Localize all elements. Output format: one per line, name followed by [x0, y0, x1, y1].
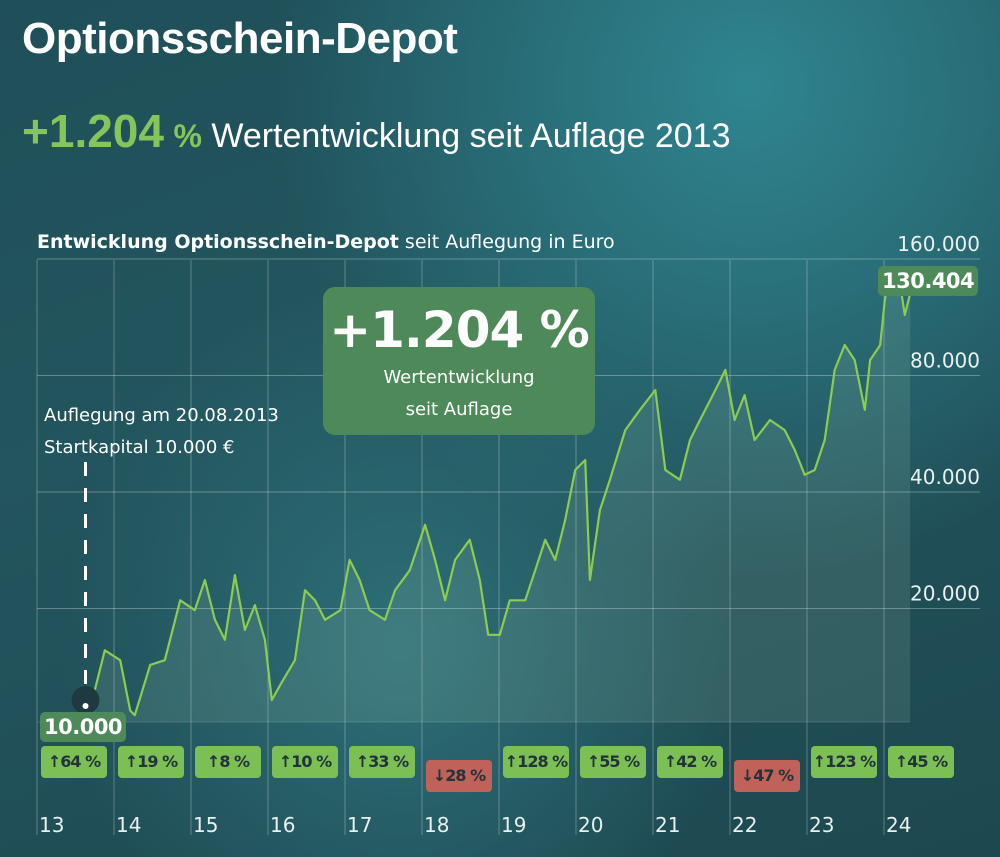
annual-return-badge: ↑19 %	[118, 746, 184, 778]
chart-title-rest: seit Auflegung in Euro	[398, 231, 615, 253]
chart-title-bold: Entwicklung Optionsschein-Depot	[37, 231, 399, 253]
annual-return-badge: ↑64 %	[41, 746, 107, 778]
y-tick-label: 40.000	[910, 465, 980, 489]
annual-return-badge: ↑55 %	[580, 746, 646, 778]
start-marker	[82, 703, 89, 709]
launch-annotation: Auflegung am 20.08.2013 Startkapital 10.…	[44, 400, 279, 464]
highlight-label-2: seit Auflage	[405, 399, 513, 420]
x-tick-label: 22	[732, 813, 757, 837]
page-title: Optionsschein-Depot	[22, 14, 458, 63]
series-line	[84, 268, 912, 726]
x-tick-label: 15	[193, 813, 218, 837]
x-tick-label: 17	[347, 813, 372, 837]
x-tick-label: 23	[809, 813, 834, 837]
y-tick-label: 160.000	[897, 232, 980, 256]
annual-return-badge: ↑123 %	[811, 746, 877, 778]
area-fill	[85, 270, 911, 725]
x-tick-label: 16	[270, 813, 295, 837]
end-value-label: 130.404	[878, 266, 979, 296]
highlight-box: +1.204 % Wertentwicklung seit Auflage	[323, 287, 595, 435]
x-tick-label: 18	[424, 813, 449, 837]
annual-return-badge: ↑8 %	[195, 746, 261, 778]
performance-headline: +1.204 % Wertentwicklung seit Auflage 20…	[22, 104, 730, 158]
annual-return-badge: ↓28 %	[426, 760, 492, 792]
annual-return-badge: ↑42 %	[657, 746, 723, 778]
chart-title: Entwicklung Optionsschein-Depot seit Auf…	[37, 231, 615, 253]
x-tick-label: 24	[886, 813, 911, 837]
highlight-label-1: Wertentwicklung	[383, 367, 535, 388]
x-tick-label: 20	[578, 813, 603, 837]
x-tick-label: 13	[39, 813, 64, 837]
y-tick-label: 80.000	[910, 349, 980, 373]
x-tick-label: 14	[116, 813, 141, 837]
highlight-value: +1.204 %	[329, 301, 590, 359]
annual-return-badge: ↑33 %	[349, 746, 415, 778]
y-tick-label: 20.000	[910, 582, 980, 606]
start-capital: Startkapital 10.000 €	[44, 437, 235, 458]
x-tick-label: 19	[501, 813, 526, 837]
x-tick-label: 21	[655, 813, 680, 837]
annual-return-badge: ↑10 %	[272, 746, 338, 778]
performance-value: +1.204	[22, 105, 164, 157]
annual-return-badge: ↓47 %	[734, 760, 800, 792]
start-marker-bg	[71, 686, 100, 714]
annual-return-badge: ↑45 %	[888, 746, 954, 778]
annual-return-badge: ↑128 %	[503, 746, 569, 778]
performance-percent-sign: %	[173, 118, 202, 154]
performance-text: Wertentwicklung seit Auflage 2013	[211, 117, 731, 155]
start-value-label: 10.000	[40, 712, 127, 742]
launch-date: Auflegung am 20.08.2013	[44, 405, 279, 426]
